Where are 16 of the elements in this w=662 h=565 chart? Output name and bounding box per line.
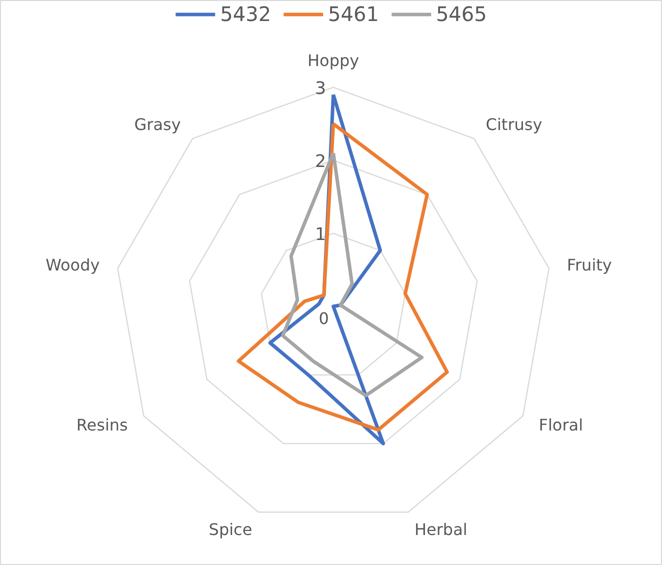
legend-label: 5461 [328,2,379,26]
spoke-label: Resins [76,415,128,434]
spoke-label: Woody [46,256,100,275]
spoke-label: Fruity [566,256,612,275]
legend-label: 5465 [436,2,487,26]
legend-label: 5432 [220,2,272,26]
spoke-label: Herbal [414,520,468,539]
spoke-label: Citrusy [486,115,542,134]
spoke-label: Grasy [134,115,181,134]
spoke-label: Hoppy [308,50,360,70]
spoke-label: Floral [538,415,584,434]
y-tick-label: 0 [318,309,329,328]
y-tick-label: 3 [315,78,326,99]
spoke-label: Spice [208,520,252,539]
y-tick-label: 2 [315,152,326,172]
y-tick-label: 1 [315,224,326,245]
